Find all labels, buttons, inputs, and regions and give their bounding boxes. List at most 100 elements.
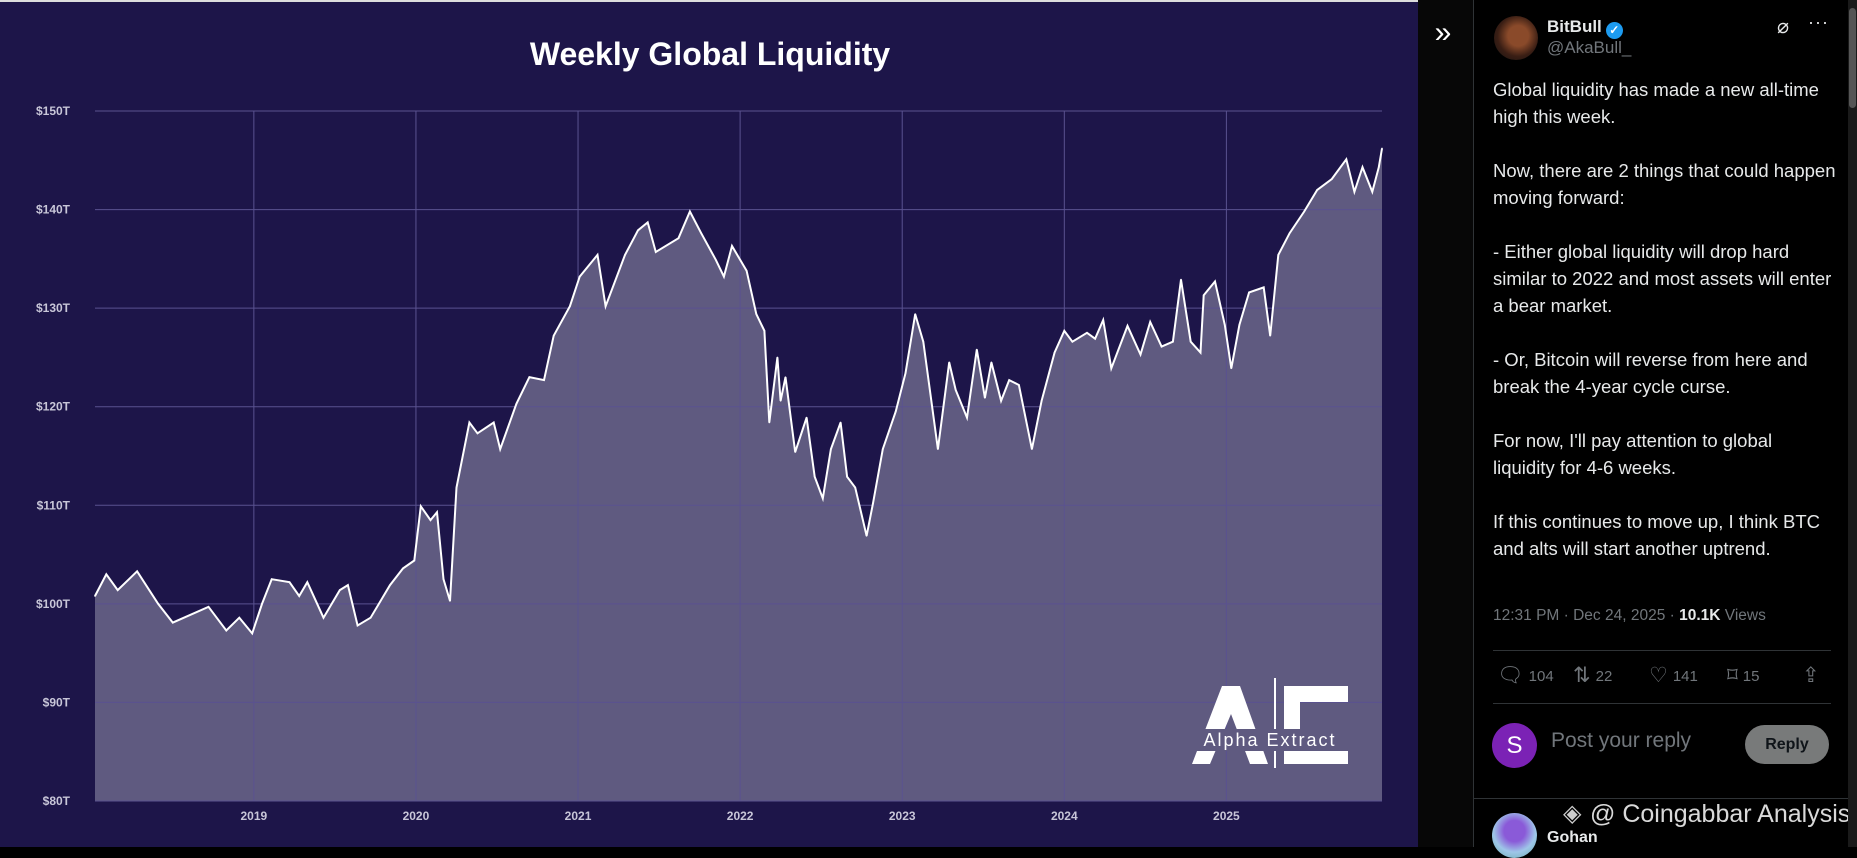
data-point [543,379,545,381]
data-point [813,475,816,478]
data-point [347,584,349,586]
data-point [922,340,925,343]
grok-icon[interactable]: ⌀ [1777,16,1790,38]
tweet-paragraph: For now, I'll pay attention to global li… [1493,430,1773,478]
data-point [1071,340,1074,343]
liquidity-chart: Weekly Global Liquidity $80T $90T $100T $11… [36,36,1383,823]
data-point [755,313,758,315]
divider [1493,703,1831,704]
data-point [207,606,210,608]
author-name[interactable]: BitBull ✓ [1547,17,1623,39]
data-point [94,595,96,597]
data-point [624,254,626,256]
data-point [1110,367,1113,370]
data-point [1172,340,1174,343]
data-point [578,275,581,278]
heart-icon: ♡ [1649,664,1668,687]
reply-author-name[interactable]: Gohan [1547,829,1598,846]
y-tick-label: $150T [36,104,71,118]
coingabbar-logo-icon: ◈ [1563,800,1582,827]
data-point [1377,166,1380,168]
side-strip [1418,0,1474,847]
data-point [298,595,301,597]
data-point [763,330,766,332]
double-chevron-right-icon[interactable]: » [1434,16,1452,49]
data-point [894,410,897,413]
data-point [1202,294,1205,297]
data-point [402,567,404,570]
x-tick-label: 2022 [727,809,754,823]
repost-action[interactable]: ⇅ 22 [1573,664,1613,687]
tweet-paragraph: Global liquidity has made a new all-time… [1493,79,1819,127]
timestamp[interactable]: 12:31 PM · Dec 24, 2025 · [1493,607,1680,624]
data-point [830,448,832,450]
share-icon: ⇪ [1802,664,1820,687]
data-point [261,603,263,605]
x-tick-label: 2019 [240,809,267,823]
data-point [745,269,748,272]
data-point [1094,337,1096,340]
data-point [1330,178,1333,180]
y-tick-label: $100T [36,597,71,611]
data-point [604,305,607,307]
comment-icon: 🗨︎ [1497,664,1524,687]
share-action[interactable]: ⇪ [1802,664,1820,688]
data-point [136,570,138,573]
data-point [1277,254,1280,256]
chart-title: Weekly Global Liquidity [530,36,891,72]
alpha-extract-logo: Alpha Extract [1186,678,1356,768]
reply-button[interactable]: Reply [1745,725,1829,764]
data-point [637,229,639,232]
data-point [881,448,884,450]
data-point [105,573,108,576]
data-point [528,376,531,378]
data-point [1269,334,1271,337]
grid [95,110,1382,802]
scrollbar-thumb[interactable] [1849,8,1856,108]
data-point [854,486,857,489]
reply-author-avatar[interactable] [1492,813,1537,858]
data-point [779,400,782,402]
tweet-panel [1474,0,1848,847]
x-tick-label: 2024 [1051,809,1078,823]
data-point [1160,345,1163,348]
data-point [492,421,495,424]
data-point [1361,166,1364,168]
data-point [1353,191,1356,193]
data-point [455,486,458,489]
svg-text:Alpha Extract: Alpha Extract [1203,730,1336,750]
data-point [990,361,993,364]
data-point [1008,379,1010,381]
data-point [1000,400,1002,402]
scrollbar[interactable] [1848,0,1857,847]
data-point [1248,291,1250,294]
data-point [872,502,874,505]
user-avatar: S [1492,723,1537,768]
tweet-meta: 12:31 PM · Dec 24, 2025 · 10.1K Views [1493,607,1766,625]
data-point [369,616,372,619]
bookmark-action[interactable]: ⌑ 15 [1727,664,1760,687]
author-handle[interactable]: @AkaBull_ [1547,38,1632,57]
reply-action[interactable]: 🗨︎ 104 [1497,664,1554,687]
divider [1474,798,1848,799]
data-point [468,421,471,424]
data-point [865,535,868,537]
data-point [1238,324,1241,326]
data-point [225,629,228,632]
data-point [1189,340,1192,343]
like-action[interactable]: ♡ 141 [1649,664,1698,687]
data-point [356,624,359,627]
data-point [1149,321,1152,323]
x-tick-label: 2025 [1213,809,1240,823]
data-point [157,603,160,605]
data-point [984,397,986,399]
data-point [723,275,725,278]
reply-input[interactable] [1549,728,1743,754]
tweet-paragraph: - Either global liquidity will drop hard… [1493,241,1832,316]
data-point [794,451,797,453]
author-avatar[interactable] [1494,16,1538,60]
more-options-icon[interactable]: ··· [1808,12,1829,32]
data-point [966,416,968,419]
views-label: Views [1720,607,1766,624]
y-tick-label: $130T [36,301,71,315]
